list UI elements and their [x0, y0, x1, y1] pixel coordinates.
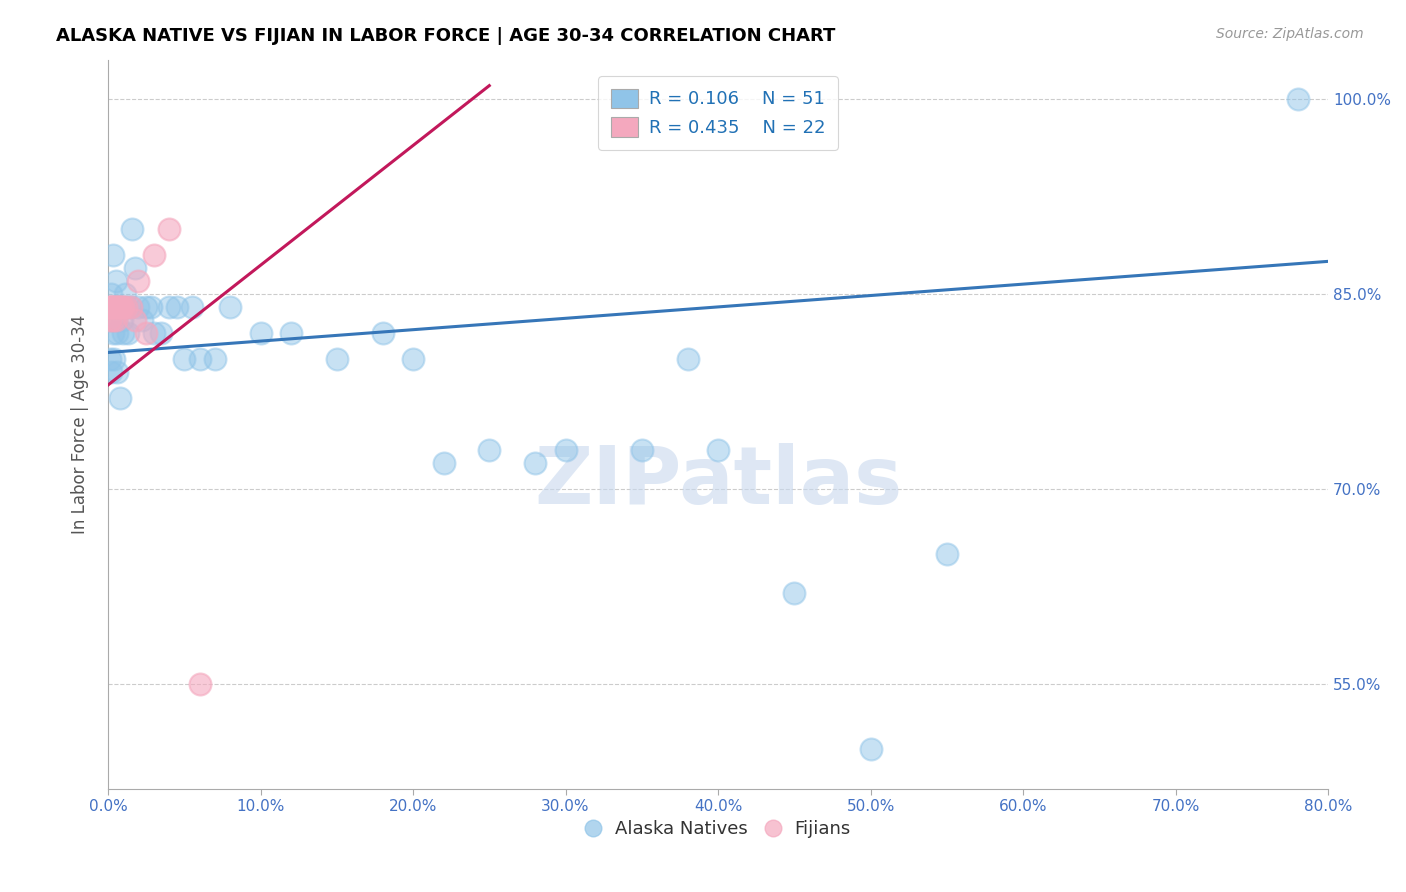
Point	[554, 443, 576, 458]
Legend: Alaska Natives, Fijians: Alaska Natives, Fijians	[578, 813, 858, 845]
Point	[108, 391, 131, 405]
Point	[120, 300, 142, 314]
Point	[432, 456, 454, 470]
Point	[100, 286, 122, 301]
Point	[249, 326, 271, 340]
Point	[150, 326, 173, 340]
Point	[101, 313, 124, 327]
Point	[120, 300, 142, 314]
Point	[124, 313, 146, 327]
Point	[103, 300, 125, 314]
Point	[100, 365, 122, 379]
Point	[112, 326, 135, 340]
Point	[478, 443, 501, 458]
Text: ALASKA NATIVE VS FIJIAN IN LABOR FORCE | AGE 30-34 CORRELATION CHART: ALASKA NATIVE VS FIJIAN IN LABOR FORCE |…	[56, 27, 835, 45]
Point	[157, 222, 180, 236]
Point	[103, 351, 125, 366]
Point	[111, 300, 134, 314]
Point	[630, 443, 652, 458]
Point	[105, 300, 128, 314]
Point	[157, 300, 180, 314]
Point	[180, 300, 202, 314]
Point	[859, 742, 882, 756]
Point	[326, 351, 349, 366]
Point	[104, 313, 127, 327]
Point	[105, 326, 128, 340]
Point	[104, 274, 127, 288]
Point	[783, 586, 806, 600]
Point	[707, 443, 730, 458]
Point	[219, 300, 242, 314]
Point	[128, 274, 150, 288]
Point	[107, 300, 129, 314]
Point	[524, 456, 547, 470]
Point	[142, 248, 165, 262]
Point	[139, 300, 162, 314]
Point	[188, 351, 211, 366]
Point	[101, 248, 124, 262]
Point	[101, 300, 124, 314]
Point	[142, 326, 165, 340]
Point	[98, 313, 121, 327]
Point	[166, 300, 188, 314]
Point	[280, 326, 302, 340]
Point	[173, 351, 195, 366]
Point	[112, 300, 135, 314]
Point	[103, 300, 125, 314]
Point	[124, 260, 146, 275]
Point	[188, 677, 211, 691]
Text: ZIPatlas: ZIPatlas	[534, 443, 903, 522]
Point	[105, 365, 128, 379]
Point	[135, 326, 157, 340]
Point	[98, 351, 121, 366]
Point	[402, 351, 425, 366]
Point	[104, 300, 127, 314]
Point	[100, 300, 122, 314]
Point	[98, 313, 121, 327]
Point	[101, 326, 124, 340]
Point	[100, 300, 122, 314]
Text: Source: ZipAtlas.com: Source: ZipAtlas.com	[1216, 27, 1364, 41]
Point	[128, 300, 150, 314]
Point	[98, 300, 121, 314]
Point	[135, 300, 157, 314]
Point	[371, 326, 394, 340]
Point	[104, 313, 127, 327]
Point	[107, 300, 129, 314]
Point	[131, 313, 153, 327]
Point	[114, 286, 136, 301]
Point	[115, 300, 138, 314]
Point	[1286, 92, 1309, 106]
Point	[935, 547, 957, 561]
Y-axis label: In Labor Force | Age 30-34: In Labor Force | Age 30-34	[72, 315, 89, 533]
Point	[676, 351, 699, 366]
Point	[111, 313, 134, 327]
Point	[108, 300, 131, 314]
Point	[115, 300, 138, 314]
Point	[204, 351, 226, 366]
Point	[121, 222, 143, 236]
Point	[117, 326, 139, 340]
